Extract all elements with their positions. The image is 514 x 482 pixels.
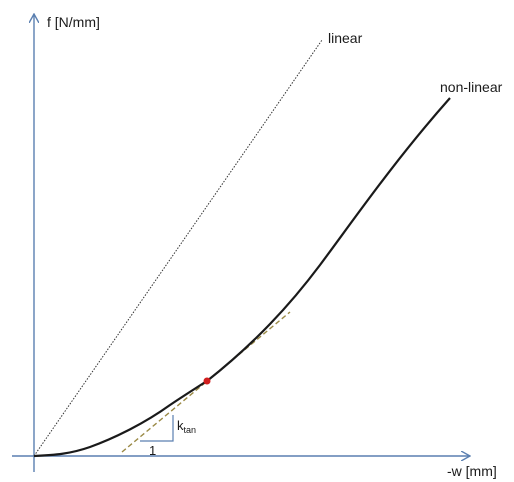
k-subscript: tan — [184, 425, 197, 435]
slope-run-label: 1 — [149, 443, 156, 458]
x-axis-label: -w [mm] — [447, 463, 497, 479]
slope-triangle — [140, 415, 174, 442]
tangent-point — [203, 377, 211, 385]
nonlinear-label: non-linear — [440, 79, 503, 95]
k-tan-label: ktan — [177, 418, 196, 435]
y-axis-label: f [N/mm] — [47, 14, 100, 30]
tangent-line — [121, 311, 291, 453]
nonlinear-curve — [33, 97, 451, 458]
linear-line — [33, 39, 323, 457]
linear-label: linear — [328, 30, 363, 46]
k-label: k — [177, 418, 184, 433]
